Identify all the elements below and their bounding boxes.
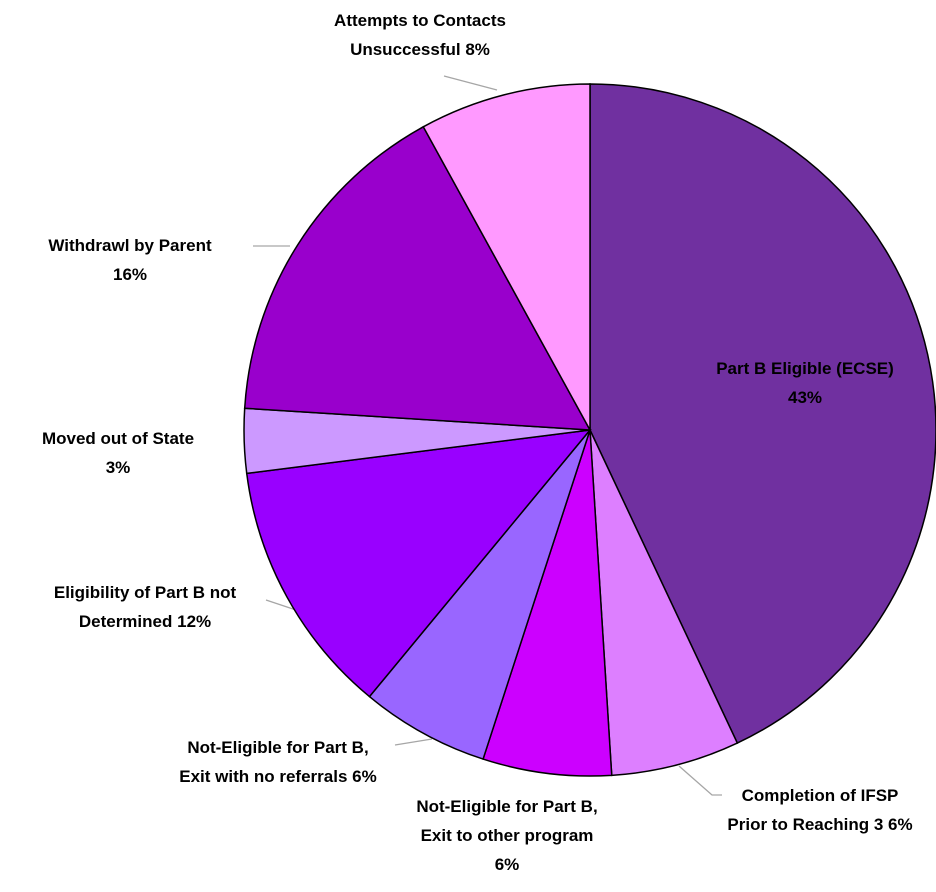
category-name: Withdrawl by Parent — [48, 236, 212, 255]
slice-label: Withdrawl by Parent 16% — [35, 231, 225, 289]
slice-label: Attempts to Contacts Unsuccessful 8% — [320, 6, 520, 64]
slice-label: Moved out of State 3% — [31, 424, 206, 482]
value-label: 6% — [888, 815, 913, 834]
category-name: Not-Eligible for Part B, Exit with no re… — [179, 738, 369, 786]
value-label: 6% — [352, 767, 377, 786]
category-name: Completion of IFSP Prior to Reaching 3 — [727, 786, 899, 834]
slice-label: Eligibility of Part B not Determined 12% — [48, 578, 243, 636]
pie-slice — [422, 83, 591, 431]
pie-slice — [482, 429, 613, 777]
value-label: 6% — [494, 855, 520, 874]
value-label: 8% — [465, 40, 490, 59]
category-name: Moved out of State — [41, 429, 195, 448]
category-name: Not-Eligible for Part B, Exit to other p… — [416, 797, 598, 845]
category-name: Part B Eligible (ECSE) — [716, 359, 894, 378]
pie-slice — [243, 125, 592, 431]
value-label: 16% — [112, 265, 148, 284]
pie-slice — [245, 429, 592, 698]
slice-label: Completion of IFSP Prior to Reaching 3 6… — [725, 781, 915, 839]
category-name: Eligibility of Part B not Determined — [53, 583, 237, 631]
slice-label: Part B Eligible (ECSE) 43% — [698, 354, 913, 412]
pie-slice — [589, 83, 936, 745]
leader-line — [394, 738, 433, 746]
leader-lines — [253, 75, 722, 796]
pie-slice — [589, 429, 739, 777]
category-name: Attempts to Contacts Unsuccessful — [334, 11, 506, 59]
value-label: 3% — [105, 458, 131, 477]
leader-line — [443, 75, 498, 91]
pie — [243, 83, 936, 777]
leader-line — [678, 765, 722, 796]
slice-label: Not-Eligible for Part B, Exit to other p… — [407, 792, 607, 879]
value-label: 12% — [177, 612, 212, 631]
pie-slice — [368, 429, 591, 761]
slice-label: Not-Eligible for Part B, Exit with no re… — [178, 733, 378, 791]
value-label: 43% — [787, 388, 823, 407]
leader-line — [265, 599, 297, 611]
